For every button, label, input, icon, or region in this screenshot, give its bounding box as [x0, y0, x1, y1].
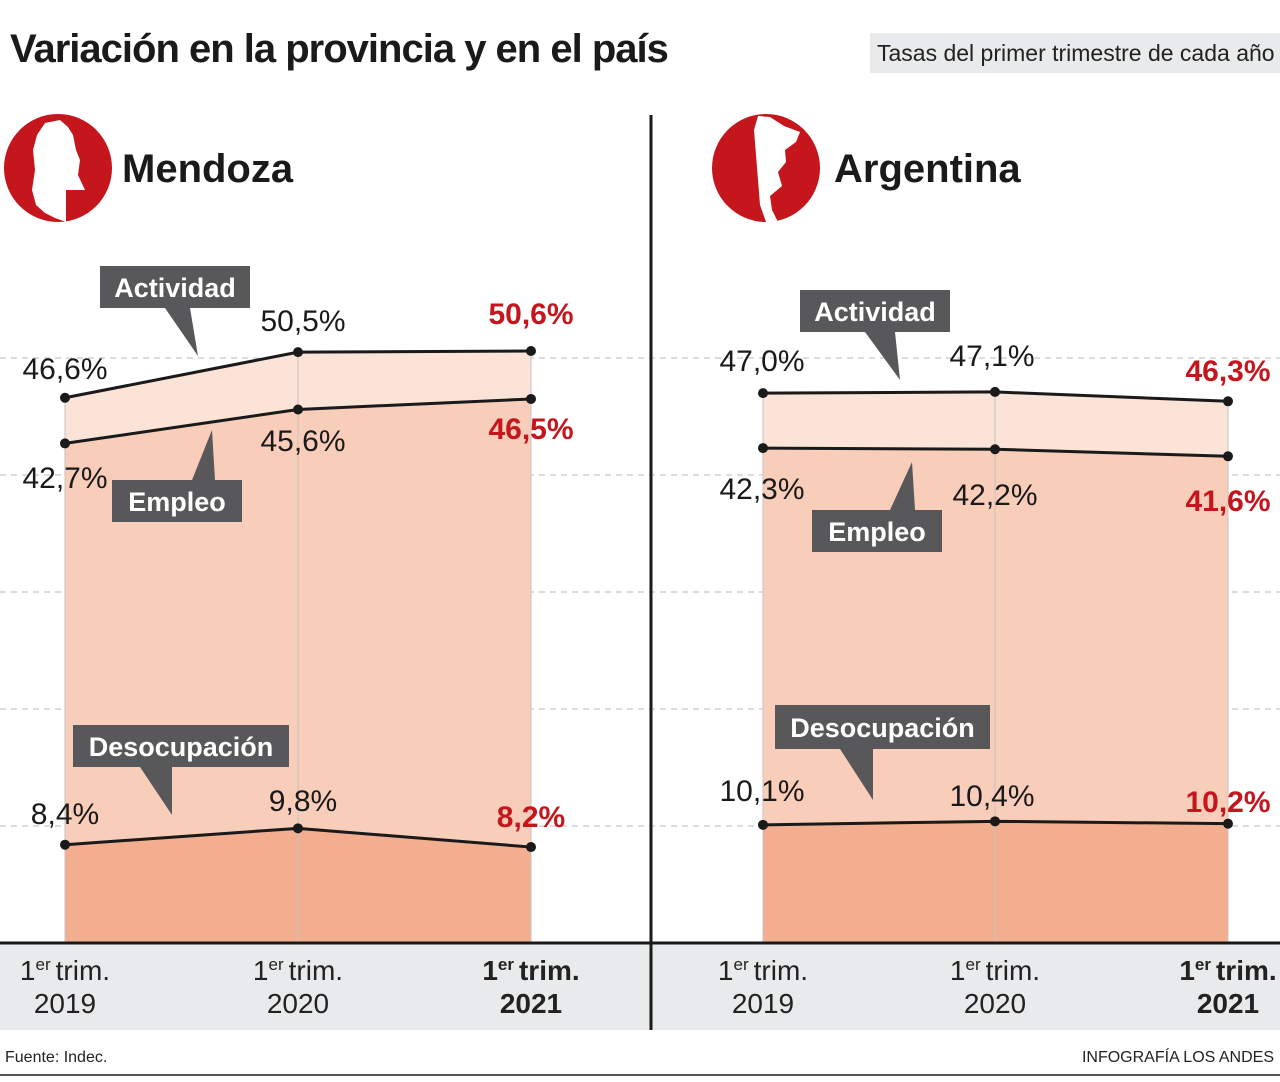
desocupacion-value-label: 10,4%	[949, 780, 1034, 813]
empleo-value-label: 45,6%	[260, 425, 345, 458]
desocupacion-callout: Desocupación	[73, 725, 289, 815]
desocupacion-series-name: Desocupación	[790, 713, 975, 743]
x-tick-year: 2021	[1197, 988, 1259, 1019]
empleo-point	[990, 444, 1000, 455]
empleo-value-label: 42,2%	[952, 479, 1037, 512]
actividad-value-label: 46,6%	[22, 353, 107, 386]
actividad-point	[60, 392, 70, 403]
x-tick-label: 1er trim.	[1179, 955, 1276, 986]
empleo-point	[758, 443, 768, 454]
tick-trim: trim.	[519, 955, 580, 986]
credit-note: INFOGRAFÍA LOS ANDES	[1082, 1047, 1274, 1066]
actividad-point	[293, 347, 303, 358]
empleo-callout: Empleo	[112, 430, 242, 522]
desocupacion-value-label: 9,8%	[269, 785, 337, 818]
panel-argentina: 47,0% 47,1% 46,3% Actividad 42,3% 42,2% 41,6% E…	[718, 290, 1277, 1019]
tick-superscript: er	[498, 955, 514, 974]
desocupacion-callout: Desocupación	[775, 705, 990, 800]
tick-superscript: er	[269, 955, 284, 974]
subtitle-box	[870, 33, 1280, 73]
tick-superscript: er	[734, 955, 749, 974]
x-tick-label: 1er trim.	[718, 955, 808, 986]
actividad-value-label: 46,3%	[1185, 355, 1270, 388]
desocupacion-value-label: 10,2%	[1185, 786, 1270, 819]
empleo-callout: Empleo	[812, 462, 942, 552]
x-tick-label: 1er trim.	[482, 955, 579, 986]
tick-ordinal: 1	[253, 955, 269, 986]
x-tick-year: 2020	[267, 988, 329, 1019]
empleo-value-label: 42,7%	[22, 462, 107, 495]
panel-title-argentina: Argentina	[834, 147, 1021, 191]
empleo-point	[526, 393, 536, 404]
x-tick-label: 1er trim.	[20, 955, 110, 986]
empleo-point	[60, 438, 70, 449]
tick-ordinal: 1	[1179, 955, 1195, 986]
desocupacion-value-label: 10,1%	[719, 775, 804, 808]
actividad-series-name: Actividad	[114, 273, 236, 303]
actividad-value-label: 47,0%	[719, 345, 804, 378]
tick-superscript: er	[966, 955, 981, 974]
tick-trim: trim.	[289, 955, 343, 986]
tick-ordinal: 1	[718, 955, 734, 986]
desocupacion-point	[990, 816, 1000, 827]
desocupacion-point	[293, 823, 303, 834]
axis-band	[0, 944, 1280, 1030]
desocupacion-value-label: 8,2%	[497, 801, 565, 834]
actividad-point	[990, 386, 1000, 397]
empleo-series-name: Empleo	[828, 517, 926, 547]
tick-ordinal: 1	[482, 955, 498, 986]
desocupacion-point	[1223, 818, 1233, 829]
desocupacion-series-name: Desocupación	[89, 732, 274, 762]
empleo-value-label: 41,6%	[1185, 485, 1270, 518]
actividad-value-label: 47,1%	[949, 340, 1034, 373]
tick-ordinal: 1	[950, 955, 966, 986]
x-tick-year: 2020	[964, 988, 1026, 1019]
mendoza-map-icon	[4, 114, 112, 222]
empleo-point	[1223, 451, 1233, 462]
actividad-series-name: Actividad	[814, 297, 936, 327]
page-title: Variación en la provincia y en el país	[10, 27, 668, 71]
actividad-callout: Actividad	[100, 266, 250, 356]
desocupacion-value-label: 8,4%	[31, 798, 99, 831]
desocupacion-point	[60, 839, 70, 850]
empleo-series-name: Empleo	[128, 487, 226, 517]
actividad-value-label: 50,5%	[260, 305, 345, 338]
tick-trim: trim.	[1216, 955, 1277, 986]
empleo-point	[293, 404, 303, 415]
empleo-value-label: 46,5%	[488, 413, 573, 446]
x-tick-year: 2019	[732, 988, 794, 1019]
actividad-value-label: 50,6%	[488, 298, 573, 331]
actividad-point	[526, 345, 536, 356]
x-tick-year: 2019	[34, 988, 96, 1019]
panel-title-mendoza: Mendoza	[122, 147, 294, 191]
tick-trim: trim.	[986, 955, 1040, 986]
tick-ordinal: 1	[20, 955, 36, 986]
tick-trim: trim.	[754, 955, 808, 986]
x-tick-year: 2021	[500, 988, 562, 1019]
desocupacion-point	[758, 819, 768, 830]
x-tick-label: 1er trim.	[253, 955, 343, 986]
tick-superscript: er	[1195, 955, 1211, 974]
tick-trim: trim.	[56, 955, 110, 986]
subtitle: Tasas del primer trimestre de cada año	[877, 40, 1275, 66]
actividad-point	[758, 388, 768, 399]
desocupacion-point	[526, 842, 536, 853]
argentina-map-icon	[712, 114, 820, 222]
tick-superscript: er	[36, 955, 51, 974]
actividad-point	[1223, 396, 1233, 407]
panel-mendoza: 46,6% 50,5% 50,6% Actividad 42,7% 45,6% 46,5% E…	[20, 266, 580, 1019]
source-note: Fuente: Indec.	[5, 1049, 107, 1066]
x-tick-label: 1er trim.	[950, 955, 1040, 986]
empleo-value-label: 42,3%	[719, 473, 804, 506]
actividad-callout: Actividad	[800, 290, 950, 380]
